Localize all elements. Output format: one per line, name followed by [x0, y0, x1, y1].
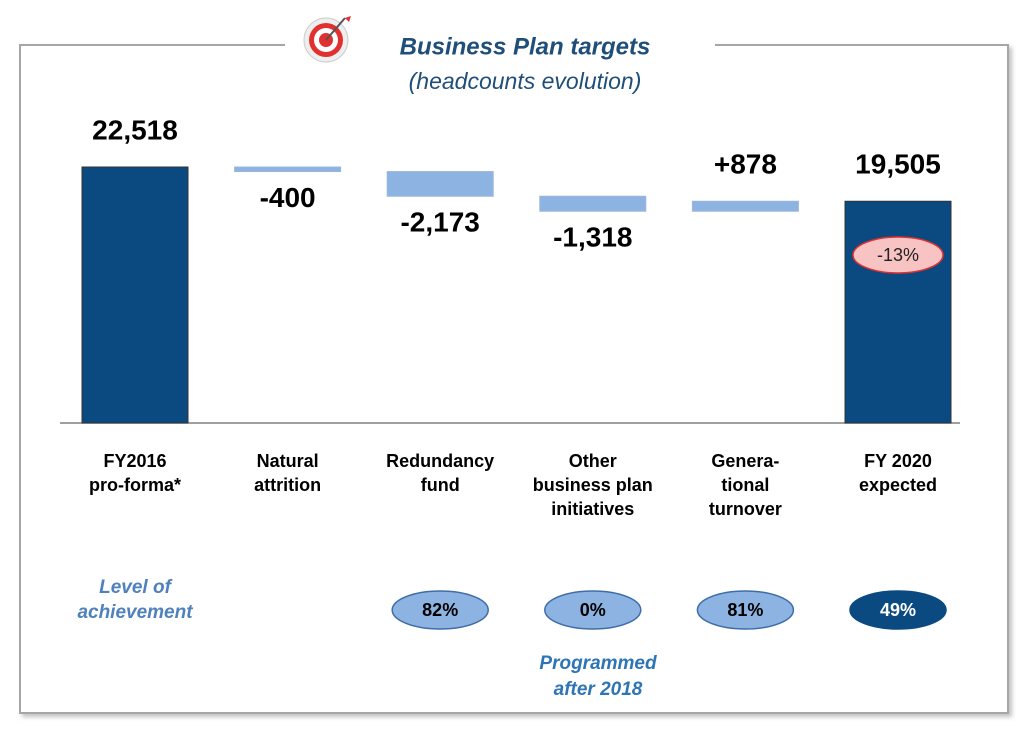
x-tick-label: attrition	[254, 475, 321, 495]
delta-bar	[386, 171, 494, 197]
delta-bar	[691, 200, 799, 212]
title-backdrop	[285, 20, 715, 70]
achievement-badge	[544, 590, 642, 630]
chart-subtitle: (headcounts evolution)	[409, 68, 642, 94]
value-label: -2,173	[400, 207, 479, 238]
value-label: -400	[260, 182, 316, 213]
value-label: 19,505	[855, 149, 941, 180]
note: Programmed	[539, 653, 657, 674]
x-tick-label: business plan	[533, 475, 653, 495]
achievement-badge	[849, 590, 947, 630]
achievement-value: 49%	[880, 600, 916, 620]
x-tick-label: initiatives	[551, 499, 634, 519]
achievement-badge	[391, 590, 489, 630]
x-tick-label: fund	[421, 475, 460, 495]
delta-bar	[539, 195, 647, 212]
change-badge-label: -13%	[877, 245, 919, 265]
achievement-label: Level of	[99, 577, 172, 598]
achievement-value: 81%	[727, 600, 763, 620]
x-tick-label: Natural	[257, 451, 319, 471]
x-tick-label: tional	[721, 475, 769, 495]
achievement-value: 0%	[580, 600, 606, 620]
x-tick-label: Genera-	[711, 451, 779, 471]
x-tick-label: Other	[569, 451, 617, 471]
x-tick-label: Redundancy	[386, 451, 494, 471]
x-tick-label: pro-forma*	[89, 475, 181, 495]
value-label: -1,318	[553, 222, 632, 253]
x-tick-label: FY2016	[103, 451, 166, 471]
total-bar	[81, 166, 189, 424]
total-bar	[844, 200, 952, 424]
x-tick-label: turnover	[709, 499, 782, 519]
target-icon	[303, 16, 351, 63]
achievement-badge	[696, 590, 795, 630]
change-badge	[852, 236, 944, 274]
value-label: 22,518	[92, 114, 178, 145]
chart-title: Business Plan targets	[400, 33, 651, 60]
x-tick-label: FY 2020	[864, 451, 932, 471]
delta-bar	[234, 166, 342, 173]
value-label: +878	[714, 149, 777, 180]
note: after 2018	[554, 679, 643, 700]
x-tick-label: expected	[859, 475, 937, 495]
achievement-label: achievement	[77, 602, 193, 623]
achievement-value: 82%	[422, 600, 458, 620]
